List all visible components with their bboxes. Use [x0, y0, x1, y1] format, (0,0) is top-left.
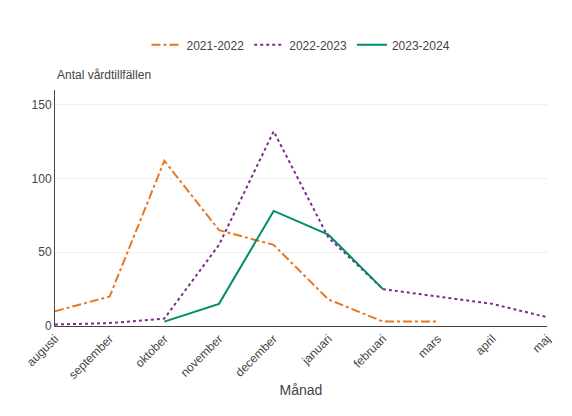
- svg-text:0: 0: [45, 319, 52, 333]
- svg-text:Månad: Månad: [280, 382, 323, 398]
- svg-text:oktober: oktober: [132, 332, 170, 370]
- svg-text:2022-2023: 2022-2023: [289, 39, 347, 53]
- svg-text:december: december: [232, 332, 280, 380]
- svg-text:februari: februari: [351, 332, 390, 371]
- svg-text:september: september: [66, 332, 116, 382]
- svg-text:november: november: [178, 332, 226, 380]
- svg-text:april: april: [473, 332, 499, 358]
- svg-text:Antal vårdtillfällen: Antal vårdtillfällen: [57, 68, 151, 82]
- svg-text:augusti: augusti: [24, 332, 61, 369]
- svg-text:maj: maj: [530, 332, 554, 356]
- svg-text:januari: januari: [299, 332, 335, 368]
- svg-text:50: 50: [38, 245, 52, 259]
- svg-text:2021-2022: 2021-2022: [187, 39, 245, 53]
- svg-text:2023-2024: 2023-2024: [392, 39, 450, 53]
- svg-text:150: 150: [32, 98, 52, 112]
- svg-text:100: 100: [32, 172, 52, 186]
- svg-text:mars: mars: [415, 332, 444, 361]
